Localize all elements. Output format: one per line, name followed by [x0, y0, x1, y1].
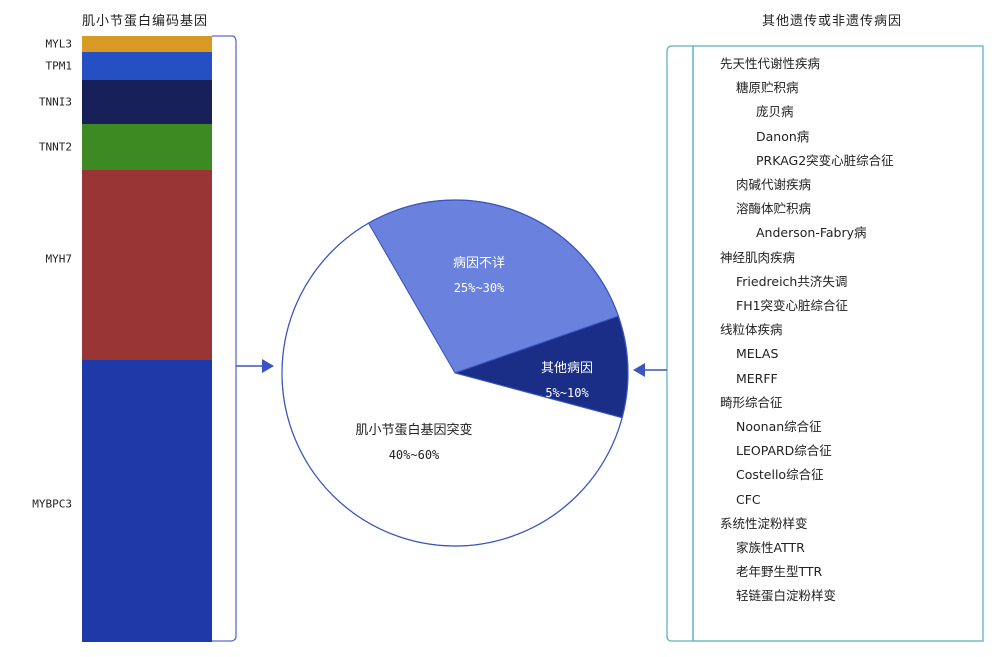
left-title: 肌小节蛋白编码基因 [82, 14, 209, 29]
cause-item: 糖原贮积病 [736, 80, 799, 96]
gene-label: TNNT2 [38, 140, 72, 154]
gene-label: TNNI3 [38, 95, 72, 109]
cause-item: 庞贝病 [756, 104, 794, 120]
cause-item: MERFF [736, 370, 778, 386]
cause-item: Noonan综合征 [736, 419, 822, 434]
left-arrow-head [262, 359, 274, 373]
gene-segment-tnnt2 [82, 124, 212, 170]
right-arrow-head [633, 363, 645, 377]
cause-item: 老年野生型TTR [736, 564, 823, 580]
gene-segment-tpm1 [82, 51, 212, 80]
cause-item: 家族性ATTR [736, 540, 805, 555]
cause-item: 线粒体疾病 [720, 322, 783, 338]
slice-sarcomere-name: 肌小节蛋白基因突变 [355, 423, 473, 438]
gene-segment-myl3 [82, 36, 212, 52]
cause-item: Costello综合征 [736, 467, 824, 483]
slice-unknown-name: 病因不详 [452, 256, 506, 271]
pie-chart [281, 199, 629, 547]
slice-label-other: 其他病因 5%~10% [541, 357, 593, 405]
cause-item: 先天性代谢性疾病 [720, 56, 821, 71]
slice-unknown-range: 25%~30% [453, 281, 505, 295]
right-title: 其他遗传或非遗传病因 [762, 14, 903, 29]
slice-label-sarcomere: 肌小节蛋白基因突变 40%~60% [355, 419, 472, 467]
cause-item: 溶酶体贮积病 [736, 201, 812, 217]
cause-item: FH1突变心脏综合征 [736, 298, 849, 313]
slice-sarcomere-range: 40%~60% [388, 448, 440, 462]
gene-label: MYL3 [45, 37, 73, 51]
cause-item: MELAS [736, 346, 779, 362]
slice-other-range: 5%~10% [545, 386, 589, 400]
slice-label-unknown: 病因不详 25%~30% [453, 252, 505, 300]
cause-item: 轻链蛋白淀粉样变 [736, 588, 837, 604]
gene-stack-bar [82, 36, 212, 642]
gene-label: TPM1 [45, 59, 73, 73]
cause-item: Danon病 [756, 128, 810, 144]
gene-segment-tnni3 [82, 79, 212, 125]
cause-item: 神经肌肉疾病 [720, 249, 796, 265]
gene-segment-mybpc3 [82, 360, 212, 642]
gene-label: MYH7 [45, 252, 73, 266]
cause-item: 肉碱代谢疾病 [736, 177, 812, 192]
left-bracket [212, 35, 237, 642]
slice-other-name: 其他病因 [540, 361, 594, 376]
cause-item: Anderson-Fabry病 [756, 225, 867, 241]
cause-item: 系统性淀粉样变 [720, 515, 808, 531]
right-bracket [666, 45, 694, 642]
cause-item: PRKAG2突变心脏综合征 [756, 152, 894, 168]
cause-item: Friedreich共济失调 [736, 273, 848, 289]
cause-item: CFC [736, 491, 761, 507]
right-list-box [692, 45, 984, 642]
gene-segment-myh7 [82, 169, 212, 361]
cause-item: 畸形综合征 [720, 394, 783, 410]
pie-outline [281, 199, 629, 547]
cause-item: LEOPARD综合征 [736, 443, 832, 459]
gene-label: MYBPC3 [32, 497, 72, 511]
